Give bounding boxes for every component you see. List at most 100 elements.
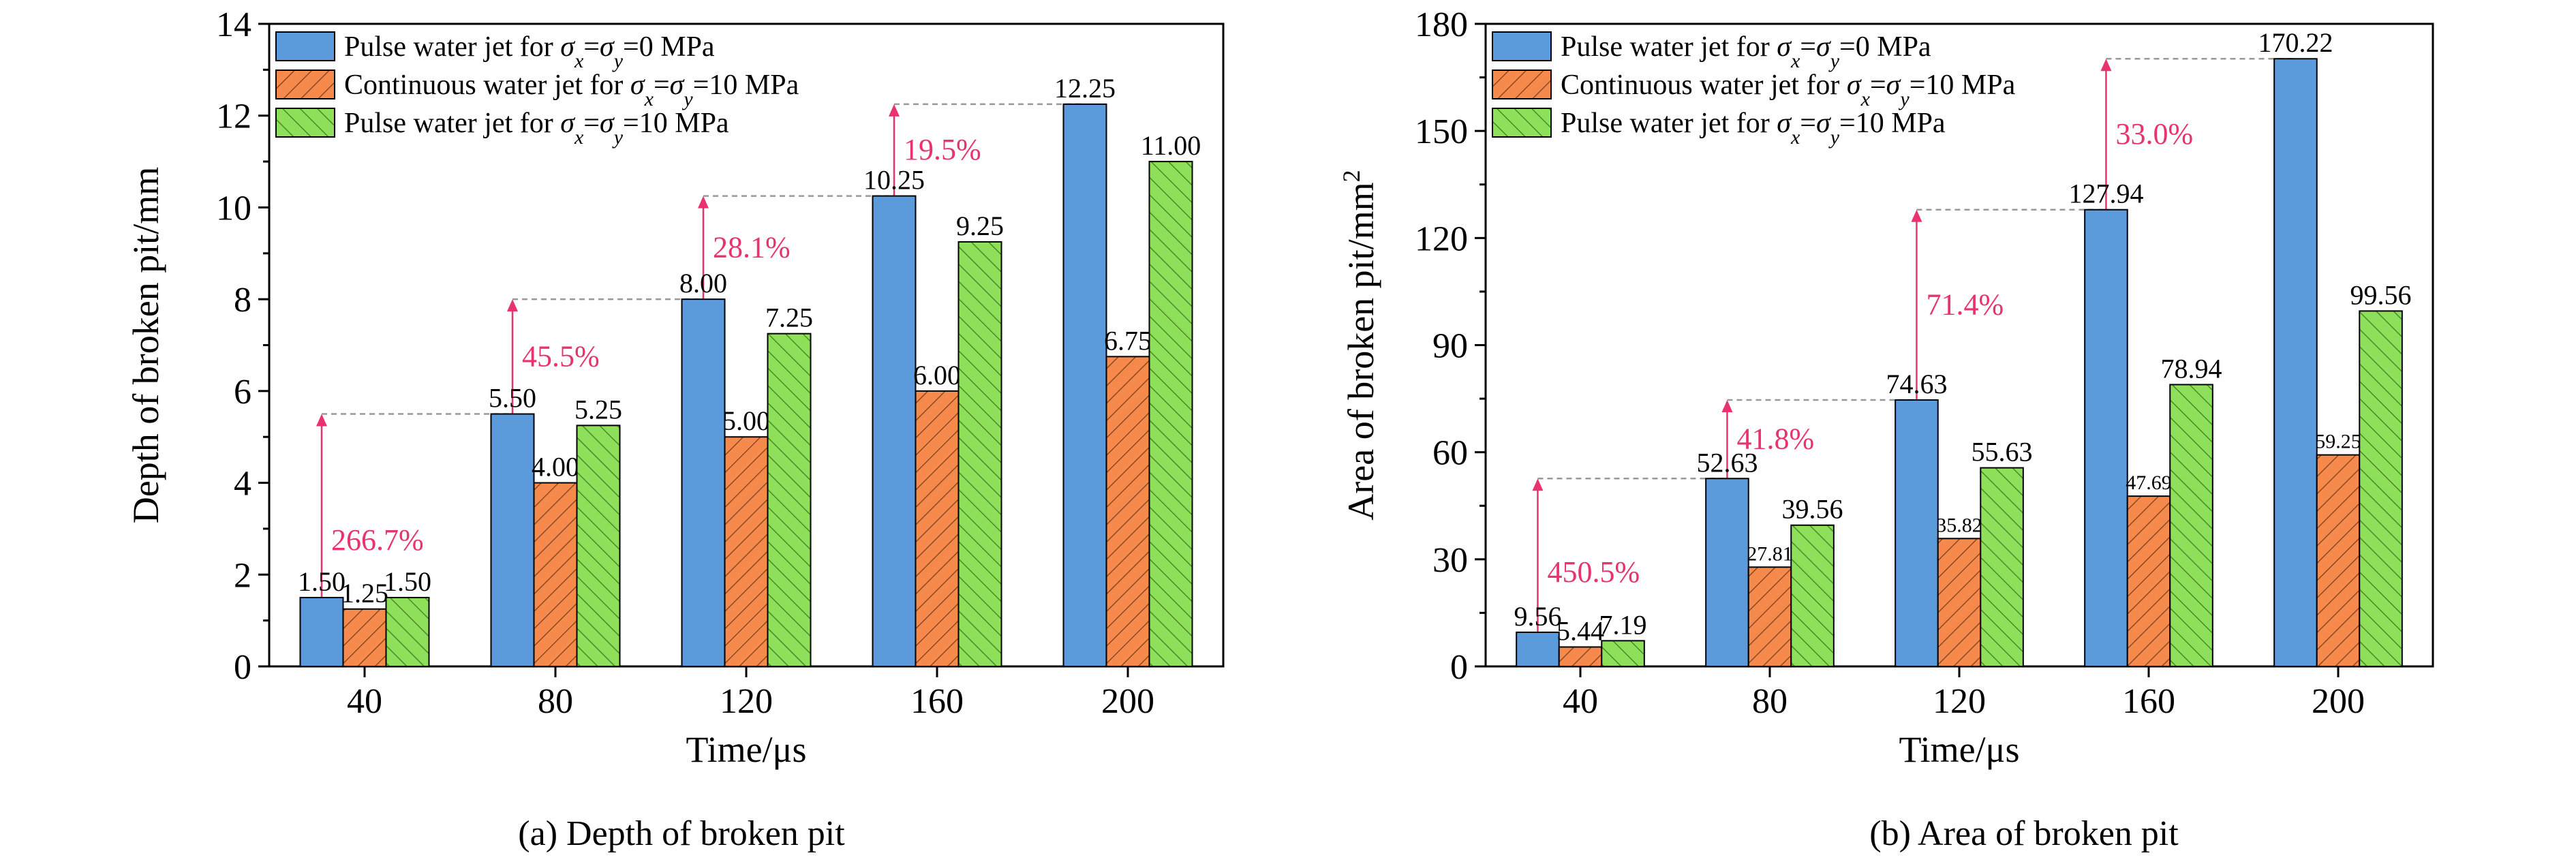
data-label: 8.00 — [679, 268, 727, 298]
data-label: 35.82 — [1936, 514, 1982, 536]
legend-label-1: Continuous water jet for σx=σy=10 MPa — [344, 70, 799, 110]
legend-swatch-1 — [275, 70, 335, 99]
data-label: 55.63 — [1972, 437, 2033, 467]
annotation-label: 19.5% — [904, 133, 981, 166]
bar-series-2 — [1148, 161, 1193, 668]
bar-series-2 — [957, 241, 1002, 668]
data-label: 74.63 — [1886, 369, 1947, 399]
bar-series-1 — [1105, 356, 1150, 667]
data-label: 52.63 — [1696, 447, 1758, 478]
annotation-label: 33.0% — [2115, 117, 2193, 151]
bar-series-1 — [1558, 646, 1603, 667]
annotation-arrowhead — [1532, 478, 1544, 491]
annotation-arrowhead — [1911, 209, 1922, 222]
bar-series-0 — [872, 195, 917, 667]
y-tick-label: 30 — [1432, 541, 1468, 580]
y-tick-label: 120 — [1415, 219, 1468, 258]
data-label: 5.25 — [574, 394, 622, 425]
bar-series-2 — [576, 425, 621, 667]
data-label: 1.25 — [341, 578, 388, 608]
data-label: 59.25 — [2315, 431, 2361, 453]
bar-series-0 — [1895, 399, 1939, 667]
annotation-label: 450.5% — [1547, 555, 1640, 589]
chart-depth: 0 2 4 6 8 10 12 14 40 80 120 160 200 Time/μs Depth of … — [125, 5, 1225, 770]
bar-series-0 — [2084, 209, 2128, 667]
data-label: 10.25 — [863, 165, 925, 196]
annotation-arrowhead — [698, 196, 709, 209]
data-label: 5.50 — [489, 383, 536, 414]
y-axis-label-superscript: 2 — [1338, 170, 1365, 182]
bar-series-0 — [1516, 631, 1560, 667]
legend-swatch-2 — [275, 108, 335, 138]
annotation-label: 266.7% — [331, 523, 424, 557]
chart-area: 0 30 60 90 120 150 180 40 80 120 160 200 Time/μs Area… — [1338, 5, 2434, 770]
bar-series-2 — [385, 596, 430, 668]
data-label: 1.50 — [298, 566, 346, 597]
y-tick-label: 0 — [1450, 648, 1468, 687]
data-label: 99.56 — [2350, 279, 2412, 310]
bar-series-0 — [2273, 58, 2318, 668]
legend-label-1: Continuous water jet for σx=σy=10 MPa — [1561, 70, 2016, 110]
y-axis-label: Area of broken pit/mm2 — [1338, 170, 1381, 520]
data-label: 6.00 — [913, 360, 961, 390]
data-label: 27.81 — [1747, 542, 1793, 565]
bar-series-0 — [1062, 103, 1107, 667]
y-tick-label: 8 — [234, 281, 251, 320]
y-tick-label: 90 — [1432, 327, 1468, 366]
y-tick-label: 180 — [1415, 5, 1468, 44]
data-label: 5.00 — [722, 405, 770, 436]
y-tick-label: 6 — [234, 373, 251, 412]
bar-series-1 — [915, 390, 960, 667]
bar-series-2 — [2169, 384, 2213, 668]
x-tick-label: 120 — [1933, 682, 1986, 721]
x-tick-label: 120 — [720, 682, 773, 721]
x-tick-label: 160 — [2122, 682, 2175, 721]
bar-series-2 — [767, 333, 812, 667]
bar-series-1 — [342, 608, 387, 668]
x-tick-label: 160 — [910, 682, 964, 721]
y-tick-label: 10 — [216, 189, 251, 228]
caption-b: (b) Area of broken pit — [1869, 814, 2179, 853]
data-label: 7.25 — [765, 303, 813, 333]
data-label: 1.50 — [384, 566, 431, 597]
x-tick-label: 200 — [2312, 682, 2365, 721]
data-label: 4.00 — [532, 452, 579, 482]
data-label: 11.00 — [1141, 130, 1201, 161]
bar-series-2 — [1601, 640, 1645, 668]
y-axis-label: Depth of broken pit/mm — [125, 167, 166, 523]
x-axis-label: Time/μs — [1899, 729, 2019, 770]
annotation-arrowhead — [1721, 400, 1733, 413]
bar-series-0 — [1705, 478, 1749, 667]
data-label: 47.69 — [2126, 472, 2172, 494]
data-label: 9.25 — [956, 211, 1004, 241]
legend-label-2: Pulse water jet for σx=σy=10 MPa — [344, 108, 729, 149]
data-label: 9.56 — [1514, 601, 1561, 632]
y-tick-label: 60 — [1432, 434, 1468, 473]
legend-swatch-1 — [1492, 70, 1552, 99]
y-tick-label: 4 — [234, 465, 251, 504]
x-tick-label: 40 — [347, 682, 382, 721]
x-axis-label: Time/μs — [686, 729, 806, 770]
data-label: 12.25 — [1054, 73, 1116, 104]
y-tick-label: 2 — [234, 556, 251, 595]
bar-series-1 — [2126, 495, 2171, 668]
data-label: 39.56 — [1782, 494, 1843, 525]
data-label: 127.94 — [2068, 179, 2143, 209]
annotation-label: 45.5% — [522, 339, 600, 373]
legend-label-0: Pulse water jet for σx=σy=0 MPa — [344, 31, 715, 72]
annotation-arrowhead — [2100, 59, 2112, 72]
data-label: 7.19 — [1599, 609, 1647, 640]
bar-series-0 — [490, 413, 535, 667]
bar-series-1 — [533, 482, 578, 667]
data-label: 5.44 — [1557, 616, 1604, 647]
x-tick-label: 200 — [1101, 682, 1154, 721]
bar-series-1 — [1937, 538, 1982, 668]
legend-swatch-0 — [275, 31, 335, 61]
legend-label-0: Pulse water jet for σx=σy=0 MPa — [1561, 31, 1931, 72]
x-tick-label: 80 — [538, 682, 573, 721]
bar-series-1 — [2316, 454, 2361, 667]
annotation-label: 71.4% — [1926, 288, 2004, 321]
bar-series-0 — [681, 298, 726, 667]
legend-label-2: Pulse water jet for σx=σy=10 MPa — [1561, 108, 1946, 149]
